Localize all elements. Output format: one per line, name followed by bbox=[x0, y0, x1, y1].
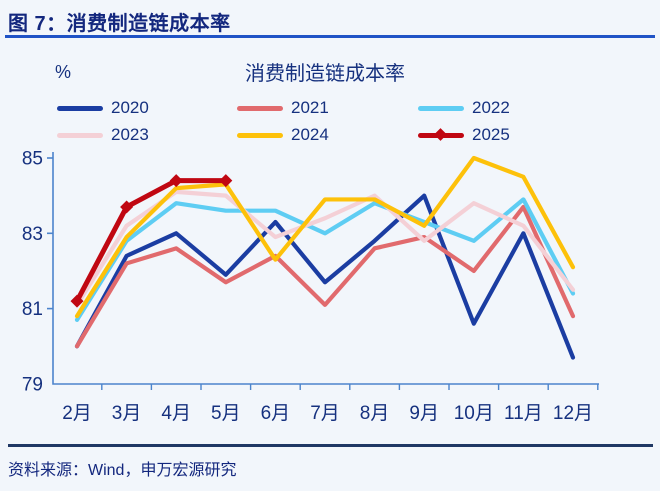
x-tick-label: 7月 bbox=[310, 403, 340, 424]
series-line-2025 bbox=[74, 178, 229, 304]
series-marker-2025 bbox=[219, 174, 233, 188]
legend-label-2025: 2025 bbox=[472, 125, 510, 144]
legend-item-2024: 2024 bbox=[237, 125, 329, 145]
figure-title: 图 7：消费制造链成本率 bbox=[8, 13, 231, 35]
series-line-2024 bbox=[74, 155, 576, 319]
x-tick-label: 12月 bbox=[553, 403, 593, 424]
y-tick-label: 83 bbox=[22, 224, 43, 245]
x-tick-label: 11月 bbox=[504, 403, 543, 424]
legend-item-2022: 2022 bbox=[418, 98, 510, 118]
legend-item-2021: 2021 bbox=[237, 98, 329, 118]
y-tick-label: 81 bbox=[22, 299, 43, 320]
y-axis-unit-label: % bbox=[55, 62, 72, 82]
legend-label-2022: 2022 bbox=[472, 98, 510, 117]
series-marker-2025 bbox=[120, 200, 134, 214]
legend-swatch-2022 bbox=[418, 105, 464, 111]
footer-rule bbox=[8, 444, 653, 447]
header-rule bbox=[5, 35, 655, 38]
series-line-2022 bbox=[74, 197, 576, 322]
source-note: 资料来源：Wind，申万宏源研究 bbox=[8, 462, 237, 479]
line-chart: 85 83 81 79 2月 3月 4月 5月 6月 7月 8月 9月 10月 11月 12月 bbox=[22, 149, 599, 424]
series-line-2023 bbox=[74, 189, 576, 307]
x-tick-label: 5月 bbox=[211, 403, 241, 424]
chart-title: 消费制造链成本率 bbox=[245, 63, 405, 85]
series-marker-2025 bbox=[169, 174, 183, 188]
legend-item-2023: 2023 bbox=[57, 125, 149, 145]
y-tick-label: 79 bbox=[22, 374, 43, 395]
legend-swatch-2021 bbox=[237, 105, 283, 111]
legend-label-2023: 2023 bbox=[111, 125, 149, 144]
legend-item-2025: 2025 bbox=[418, 125, 510, 145]
legend-diamond-marker bbox=[434, 127, 447, 141]
legend-label-2021: 2021 bbox=[291, 98, 329, 117]
x-tick-label: 6月 bbox=[261, 403, 291, 424]
legend-item-2020: 2020 bbox=[57, 98, 149, 118]
legend-label-2020: 2020 bbox=[111, 98, 149, 117]
series-line-2020 bbox=[74, 193, 576, 360]
x-tick-label: 9月 bbox=[409, 403, 439, 424]
x-tick-label: 8月 bbox=[360, 403, 390, 424]
x-tick-label: 2月 bbox=[62, 403, 92, 424]
legend-swatch-2025 bbox=[418, 127, 464, 141]
y-tick-label: 85 bbox=[22, 149, 43, 170]
legend-swatch-2024 bbox=[237, 132, 283, 138]
x-tick-label: 3月 bbox=[112, 403, 142, 424]
legend-swatch-2023 bbox=[57, 132, 103, 138]
legend-label-2024: 2024 bbox=[291, 125, 329, 144]
series-marker-2025 bbox=[70, 294, 84, 308]
series-line-2021 bbox=[74, 204, 576, 349]
x-tick-label: 4月 bbox=[161, 403, 191, 424]
legend-swatch-2020 bbox=[57, 105, 103, 111]
x-tick-label: 10月 bbox=[454, 403, 494, 424]
axes bbox=[52, 152, 599, 385]
